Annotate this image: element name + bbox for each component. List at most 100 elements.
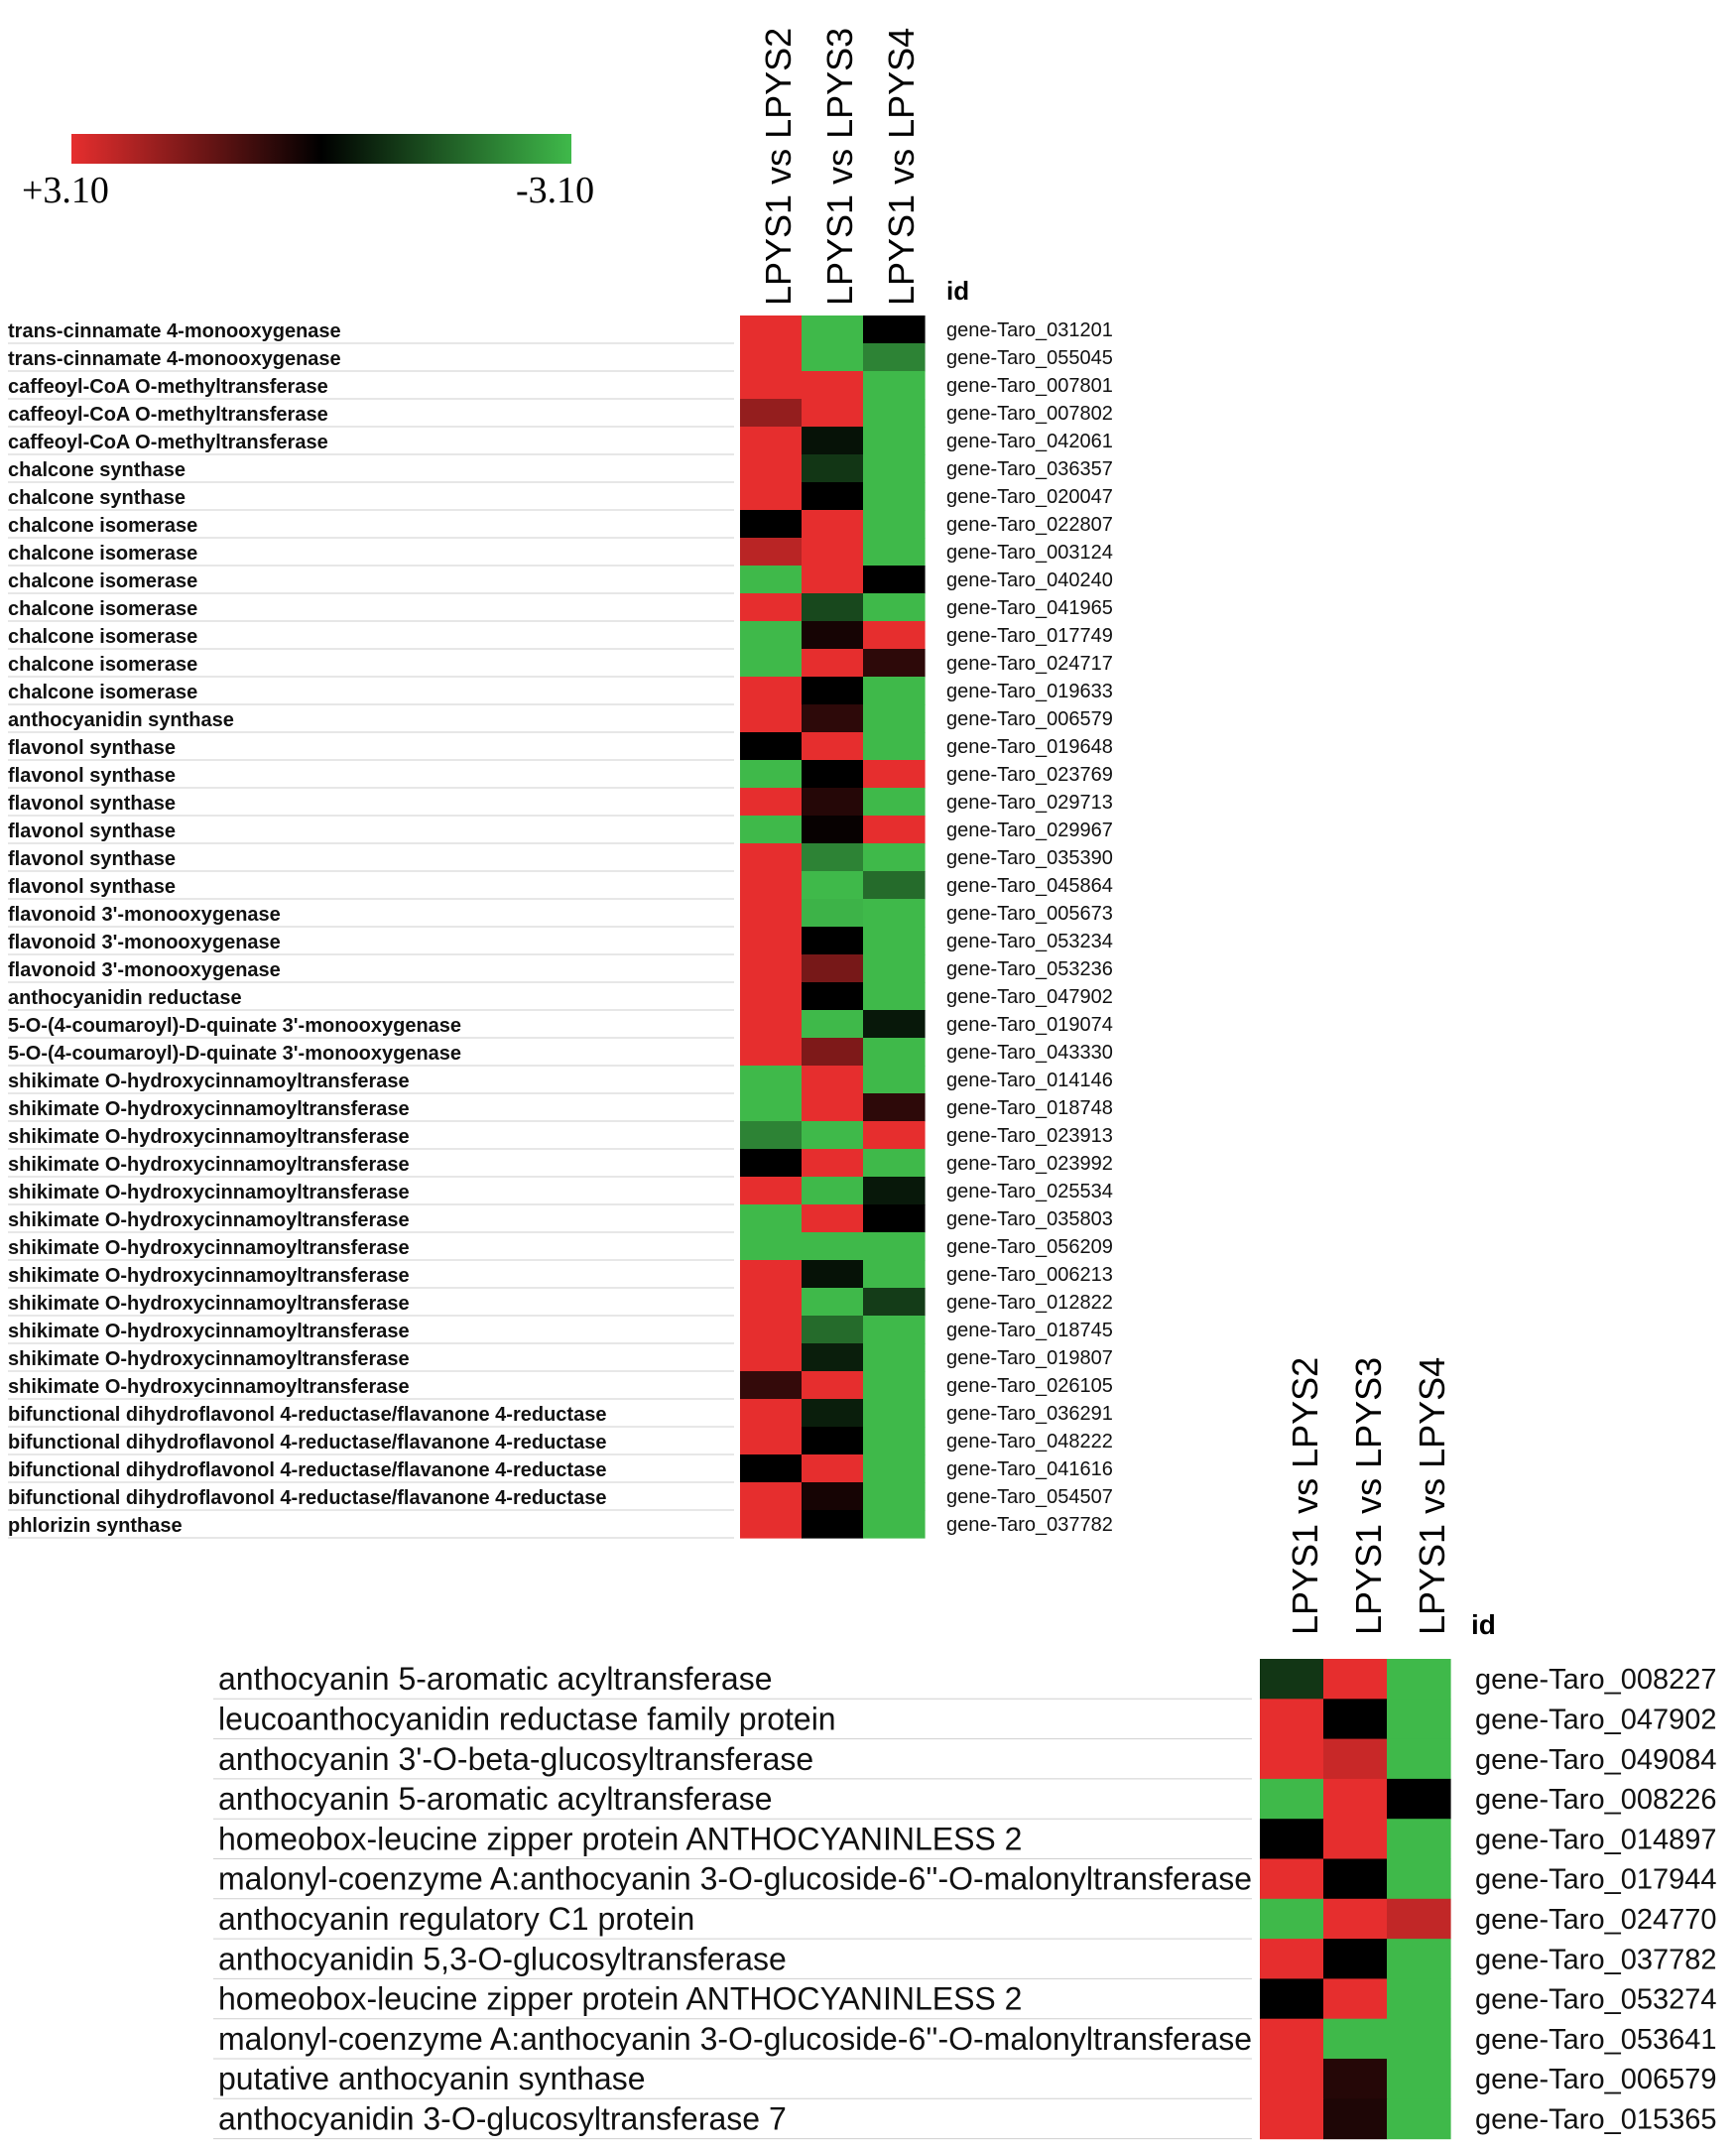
- heatmap-cell: [802, 899, 864, 928]
- gene-id-label: gene-Taro_022807: [946, 514, 1113, 536]
- heatmap-cell: [740, 371, 803, 400]
- id-column-header: id: [946, 276, 969, 306]
- row-label: chalcone isomerase: [8, 515, 197, 537]
- heatmap-cell: [802, 538, 864, 567]
- heatmap-cell: [740, 1260, 803, 1289]
- heatmap-cell: [863, 760, 926, 789]
- heatmap-cell: [740, 843, 803, 872]
- heatmap-cell: [802, 732, 864, 761]
- heatmap-cell: [863, 816, 926, 844]
- heatmap-cell: [863, 343, 926, 372]
- heatmap-cell: [802, 343, 864, 372]
- heatmap-cell: [1323, 2098, 1388, 2140]
- gene-id-label: gene-Taro_024770: [1475, 1904, 1716, 1936]
- row-label: chalcone synthase: [8, 459, 186, 481]
- row-label: chalcone synthase: [8, 487, 186, 509]
- heatmap-cell: [802, 1454, 864, 1483]
- color-scale-min-label: -3.10: [516, 170, 594, 211]
- row-label: bifunctional dihydroflavonol 4-reductase…: [8, 1404, 606, 1426]
- heatmap-cell: [1387, 1858, 1451, 1900]
- heatmap-cell: [740, 677, 803, 705]
- heatmap-cell: [740, 1038, 803, 1067]
- row-label: chalcone isomerase: [8, 570, 197, 592]
- heatmap-cell: [1323, 1659, 1388, 1700]
- heatmap-cell: [863, 1427, 926, 1455]
- heatmap-cell: [802, 677, 864, 705]
- heatmap-cell: [863, 732, 926, 761]
- heatmap-cell: [863, 510, 926, 539]
- gene-id-label: gene-Taro_017749: [946, 625, 1113, 647]
- heatmap-cell: [1260, 2018, 1324, 2060]
- heatmap-cell: [863, 427, 926, 455]
- heatmap-cell: [1260, 1699, 1324, 1740]
- id-column-header: id: [1471, 1609, 1496, 1640]
- gene-id-label: gene-Taro_042061: [946, 431, 1113, 452]
- heatmap-cell: [1260, 1659, 1324, 1700]
- row-label: flavonol synthase: [8, 821, 176, 842]
- gene-id-label: gene-Taro_043330: [946, 1042, 1113, 1064]
- gene-id-label: gene-Taro_031201: [946, 319, 1113, 341]
- heatmap-cell: [863, 788, 926, 817]
- heatmap-cell: [863, 1177, 926, 1205]
- row-label: bifunctional dihydroflavonol 4-reductase…: [8, 1432, 606, 1453]
- heatmap-cell: [740, 1177, 803, 1205]
- heatmap-cell: [1323, 1819, 1388, 1860]
- heatmap-cell: [802, 1093, 864, 1122]
- heatmap-cell: [802, 1371, 864, 1400]
- gene-id-label: gene-Taro_055045: [946, 347, 1113, 369]
- heatmap-cell: [802, 1316, 864, 1344]
- row-label: chalcone isomerase: [8, 654, 197, 676]
- heatmap-cell: [863, 677, 926, 705]
- heatmap-cell: [740, 538, 803, 567]
- column-header: LPYS1 vs LPYS4: [881, 28, 922, 306]
- row-label: shikimate O-hydroxycinnamoyltransferase: [8, 1376, 410, 1398]
- heatmap-cell: [1387, 2018, 1451, 2060]
- heatmap-cell: [1260, 1738, 1324, 1780]
- heatmap-cell: [802, 704, 864, 733]
- heatmap-cell: [802, 871, 864, 900]
- row-label: caffeoyl-CoA O-methyltransferase: [8, 404, 328, 426]
- row-label: 5-O-(4-coumaroyl)-D-quinate 3'-monooxyge…: [8, 1043, 461, 1065]
- heatmap-cell: [740, 982, 803, 1011]
- row-label: bifunctional dihydroflavonol 4-reductase…: [8, 1487, 606, 1509]
- heatmap-cell: [863, 621, 926, 650]
- heatmap-cell: [1260, 2098, 1324, 2140]
- gene-id-label: gene-Taro_007801: [946, 375, 1113, 397]
- heatmap-cell: [802, 593, 864, 622]
- heatmap-cell: [740, 1232, 803, 1261]
- heatmap-cell: [1260, 1819, 1324, 1860]
- heatmap-cell: [740, 399, 803, 428]
- heatmap-cell: [802, 482, 864, 511]
- heatmap-cell: [740, 1371, 803, 1400]
- heatmap-cell: [802, 1010, 864, 1039]
- heatmap-cell: [863, 593, 926, 622]
- heatmap-cell: [740, 454, 803, 483]
- gene-id-label: gene-Taro_054507: [946, 1486, 1113, 1508]
- heatmap-cell: [863, 649, 926, 678]
- heatmap-cell: [863, 316, 926, 344]
- heatmap-cell: [863, 1482, 926, 1511]
- heatmap-cell: [1323, 1778, 1388, 1820]
- heatmap-cell: [1260, 1939, 1324, 1979]
- gene-id-label: gene-Taro_025534: [946, 1181, 1113, 1202]
- gene-id-label: gene-Taro_006579: [1475, 2064, 1716, 2095]
- row-label: anthocyanin regulatory C1 protein: [218, 1901, 694, 1937]
- heatmap-cell: [740, 593, 803, 622]
- heatmap-cell: [1260, 1778, 1324, 1820]
- heatmap-cell: [802, 788, 864, 817]
- heatmap-cell: [740, 1010, 803, 1039]
- heatmap-cell: [740, 788, 803, 817]
- row-label: caffeoyl-CoA O-methyltransferase: [8, 432, 328, 453]
- row-label: shikimate O-hydroxycinnamoyltransferase: [8, 1071, 410, 1092]
- heatmap-cell: [863, 982, 926, 1011]
- heatmap-cell: [802, 399, 864, 428]
- heatmap-cell: [1323, 2018, 1388, 2060]
- heatmap-cell: [863, 454, 926, 483]
- heatmap-cell: [740, 1316, 803, 1344]
- gene-id-label: gene-Taro_008227: [1475, 1664, 1716, 1696]
- heatmap-cell: [863, 1038, 926, 1067]
- heatmap-cell: [802, 843, 864, 872]
- heatmap-cell: [802, 1121, 864, 1150]
- heatmap-cell: [802, 1038, 864, 1067]
- heatmap-cell: [740, 482, 803, 511]
